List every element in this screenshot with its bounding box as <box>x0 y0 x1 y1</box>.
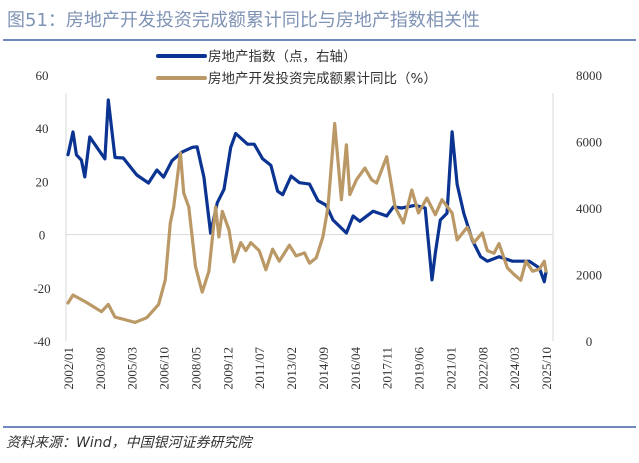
right-axis-ticks: 8000 6000 4000 2000 0 <box>576 68 602 349</box>
x-tick-label: 2003/08 <box>93 347 108 390</box>
legend-item-investment: 房地产开发投资完成额累计同比（%） <box>156 71 437 87</box>
x-tick-label: 2014/09 <box>316 347 331 390</box>
x-tick-label: 2025/10 <box>539 347 554 390</box>
left-tick-label: 60 <box>36 68 49 83</box>
right-tick-label: 0 <box>586 334 593 349</box>
right-tick-label: 8000 <box>576 68 602 83</box>
right-tick-label: 4000 <box>576 201 602 216</box>
x-tick-label: 2017/11 <box>380 347 395 389</box>
x-tick-label: 2024/03 <box>507 347 522 390</box>
left-tick-label: 0 <box>39 228 46 243</box>
left-tick-label: 20 <box>36 174 49 189</box>
x-tick-label: 2006/10 <box>157 347 172 390</box>
legend-label-index: 房地产指数（点，右轴） <box>208 49 357 65</box>
x-tick-label: 2005/03 <box>125 347 140 390</box>
left-tick-label: -40 <box>33 334 50 349</box>
plot-axes <box>65 93 554 341</box>
left-axis-ticks: 60 40 20 0 -20 -40 <box>33 68 50 349</box>
x-tick-label: 2002/01 <box>61 347 76 390</box>
x-tick-label: 2013/02 <box>284 347 299 390</box>
x-tick-label: 2021/01 <box>443 347 458 390</box>
x-axis-ticks: 2002/01 2003/08 2005/03 2006/10 2008/05 2009/… <box>61 347 554 390</box>
x-tick-label: 2009/12 <box>220 347 235 390</box>
legend: 房地产指数（点，右轴） 房地产开发投资完成额累计同比（%） <box>156 49 437 87</box>
chart-title: 图51：房地产开发投资完成额累计同比与房地产指数相关性 <box>7 10 480 31</box>
left-tick-label: 40 <box>36 121 49 136</box>
right-tick-label: 6000 <box>576 135 602 150</box>
series-lines <box>66 98 548 324</box>
legend-label-investment: 房地产开发投资完成额累计同比（%） <box>208 71 437 87</box>
legend-item-index: 房地产指数（点，右轴） <box>156 49 357 65</box>
series-line-investment <box>66 121 548 324</box>
source-note: 资料来源：Wind，中国银河证券研究院 <box>6 435 253 451</box>
right-tick-label: 2000 <box>576 268 602 283</box>
x-tick-label: 2011/07 <box>252 347 267 390</box>
left-tick-label: -20 <box>33 281 50 296</box>
x-tick-label: 2016/04 <box>348 347 363 390</box>
x-tick-label: 2022/08 <box>475 347 490 390</box>
x-tick-label: 2019/06 <box>412 347 427 390</box>
x-tick-label: 2008/05 <box>188 347 203 390</box>
series-line-index <box>66 98 548 284</box>
